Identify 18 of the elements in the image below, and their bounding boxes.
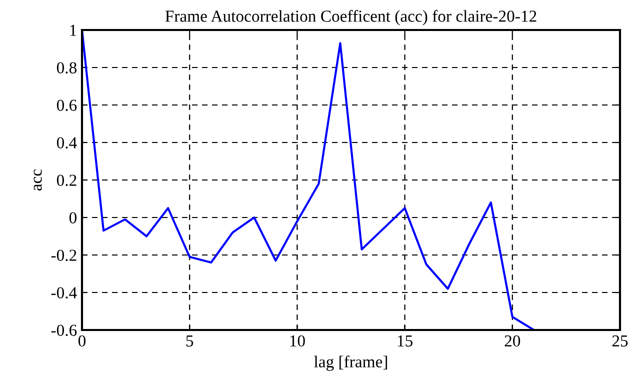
x-axis-title: lag [frame] [314,356,388,371]
x-tick-label: 15 [398,335,412,347]
y-tick-label: 0.8 [56,62,77,74]
y-tick-label: -0.6 [51,324,77,336]
chart-title: Frame Autocorrelation Coefficent (acc) for claire-20-12 [165,10,536,26]
y-tick-label: 1 [70,24,76,36]
x-tick-label: 10 [290,335,305,347]
y-tick-label: -0.2 [51,250,76,262]
y-axis-title: acc [34,169,42,191]
x-tick-label: 0 [78,335,86,347]
y-tick-label: 0.4 [56,137,77,149]
y-tick-label: -0.4 [51,287,77,299]
x-tick-label: 5 [186,336,194,347]
x-tick-label: 25 [612,335,628,347]
y-tick-label: 0.2 [56,174,76,186]
y-tick-label: 0 [69,212,77,224]
y-tick-label: 0.6 [56,100,77,112]
x-tick-label: 20 [504,335,520,347]
